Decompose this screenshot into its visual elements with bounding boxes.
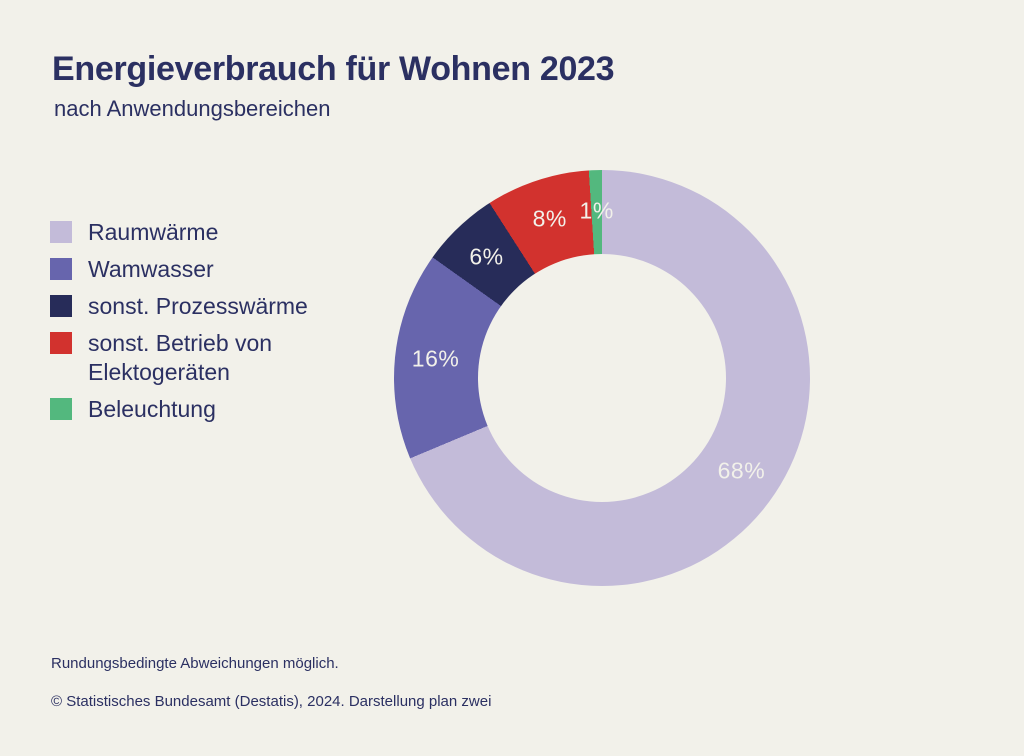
slice-value-label: 6% xyxy=(469,243,504,270)
slice-value-label: 68% xyxy=(717,457,766,484)
slice-value-label: 8% xyxy=(532,205,567,232)
legend-swatch xyxy=(50,398,72,420)
page-subtitle: nach Anwendungsbereichen xyxy=(54,96,331,121)
source-credit: © Statistisches Bundesamt (Destatis), 20… xyxy=(51,693,492,710)
legend-item: sonst. Prozesswärme xyxy=(50,292,360,321)
legend-item: sonst. Betrieb von Elektogeräten xyxy=(50,329,360,387)
legend-label: sonst. Betrieb von Elektogeräten xyxy=(88,330,273,385)
legend-swatch xyxy=(50,258,72,280)
legend-swatch xyxy=(50,295,72,317)
donut-hole xyxy=(478,254,726,502)
slice-value-label: 1% xyxy=(579,197,614,224)
chart-legend: Raumwärme Wamwasser sonst. Prozesswärme … xyxy=(50,218,360,432)
footnote: Rundungsbedingte Abweichungen möglich. xyxy=(51,655,339,672)
legend-item: Beleuchtung xyxy=(50,395,360,424)
legend-swatch xyxy=(50,332,72,354)
legend-item: Wamwasser xyxy=(50,255,360,284)
slice-value-label: 16% xyxy=(411,345,460,372)
legend-label: Raumwärme xyxy=(88,219,219,245)
legend-swatch xyxy=(50,221,72,243)
donut-chart: 68% 16% 6% 8% 1% xyxy=(394,170,810,586)
legend-label: sonst. Prozesswärme xyxy=(88,293,308,319)
legend-label: Wamwasser xyxy=(88,256,214,282)
legend-item: Raumwärme xyxy=(50,218,360,247)
legend-label: Beleuchtung xyxy=(88,396,216,422)
page-title: Energieverbrauch für Wohnen 2023 xyxy=(52,50,615,88)
